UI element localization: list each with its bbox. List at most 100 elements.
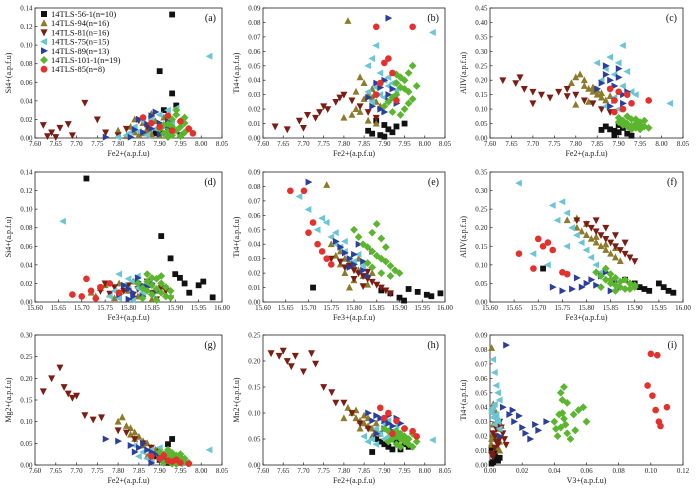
data-point [377, 284, 385, 292]
y-tick-label: 0.00 [20, 135, 33, 143]
data-point [209, 294, 216, 301]
y-tick-label: 0.06 [248, 48, 261, 56]
data-point [377, 269, 386, 278]
x-tick-label: 7.90 [154, 140, 167, 148]
data-point [377, 132, 384, 139]
x-tick-label: 7.70 [70, 467, 83, 475]
data-point [392, 70, 401, 79]
legend-entry: 14TLS-85(n=8) [40, 64, 105, 74]
data-point [602, 96, 610, 104]
series-circle [515, 235, 571, 278]
legend-label: 14TLS-94(n=16) [51, 18, 109, 28]
data-point [556, 423, 565, 432]
data-point [48, 375, 56, 383]
data-point [164, 112, 172, 120]
data-point [368, 263, 377, 272]
x-tick-label: 7.80 [338, 467, 351, 475]
data-point [350, 275, 358, 283]
data-point [332, 237, 340, 245]
data-point [380, 102, 389, 111]
x-tick-label: 7.60 [484, 140, 497, 148]
data-point [413, 433, 420, 440]
data-point [502, 441, 510, 449]
data-point [573, 217, 581, 225]
data-point [615, 73, 623, 81]
data-point [666, 99, 674, 107]
data-point [601, 264, 610, 273]
data-point [355, 240, 363, 248]
data-point [385, 14, 393, 22]
data-point [614, 59, 622, 67]
series-triangle-left [295, 193, 366, 270]
data-point [114, 126, 122, 134]
x-tick-label: 8.00 [195, 467, 208, 475]
x-tick-label: 7.75 [91, 140, 104, 148]
y-tick-label: 0.15 [248, 384, 261, 392]
legend-entry: 14TLS-56-1(n=10) [41, 9, 116, 19]
series-diamond [380, 61, 421, 119]
data-point [144, 446, 152, 454]
data-point [529, 250, 537, 258]
data-point [628, 132, 635, 139]
y-tick-label: 0.10 [248, 410, 261, 418]
y-tick-label: 0.06 [20, 79, 33, 87]
x-tick-label: 7.85 [133, 140, 146, 148]
data-point [388, 108, 397, 116]
data-point [283, 126, 291, 134]
x-tick-label: 7.90 [154, 467, 167, 475]
data-point [283, 358, 291, 365]
data-point [173, 102, 180, 109]
data-point [580, 97, 588, 105]
data-point [558, 409, 567, 417]
data-point [558, 198, 566, 206]
data-point [549, 283, 557, 291]
data-point [308, 350, 316, 358]
data-point [619, 42, 626, 50]
data-point [180, 119, 189, 128]
x-tick-label: 15.95 [414, 304, 430, 312]
data-point [310, 284, 316, 291]
data-point [572, 91, 580, 99]
data-point [356, 108, 364, 115]
data-point [115, 289, 123, 297]
data-point [152, 296, 161, 305]
data-point [492, 382, 500, 390]
plot-frame [34, 7, 223, 139]
series-triangle-left [487, 356, 503, 433]
data-point [122, 429, 130, 437]
data-point [623, 91, 631, 98]
y-tick-label: 0.04 [248, 77, 261, 85]
x-tick-label: 0.00 [484, 467, 497, 475]
data-point [114, 427, 122, 435]
data-point [587, 224, 595, 232]
data-point [408, 95, 417, 103]
y-tick-label: 0.04 [248, 241, 261, 249]
data-point [131, 448, 139, 456]
data-point [176, 132, 185, 141]
data-point [602, 123, 609, 130]
data-point [381, 108, 389, 116]
data-point [615, 129, 622, 136]
data-point [368, 247, 377, 256]
data-point [607, 76, 614, 84]
legend-marker [40, 38, 47, 46]
data-point [549, 246, 557, 254]
data-point [356, 73, 364, 81]
data-point [372, 119, 380, 127]
data-point [428, 436, 436, 444]
data-point [350, 267, 358, 275]
data-point [102, 435, 110, 443]
x-tick-label: 7.95 [398, 467, 411, 475]
legend-marker [41, 47, 48, 55]
data-point [309, 219, 317, 226]
data-point [336, 258, 344, 266]
data-point [405, 286, 412, 292]
x-axis-label: Fe2+(a.p.f.u) [565, 149, 607, 158]
data-point [404, 99, 413, 108]
data-point [548, 201, 556, 209]
data-point [162, 283, 170, 292]
data-point [369, 449, 376, 455]
data-point [125, 282, 132, 290]
data-point [373, 412, 381, 420]
data-point [381, 257, 390, 266]
